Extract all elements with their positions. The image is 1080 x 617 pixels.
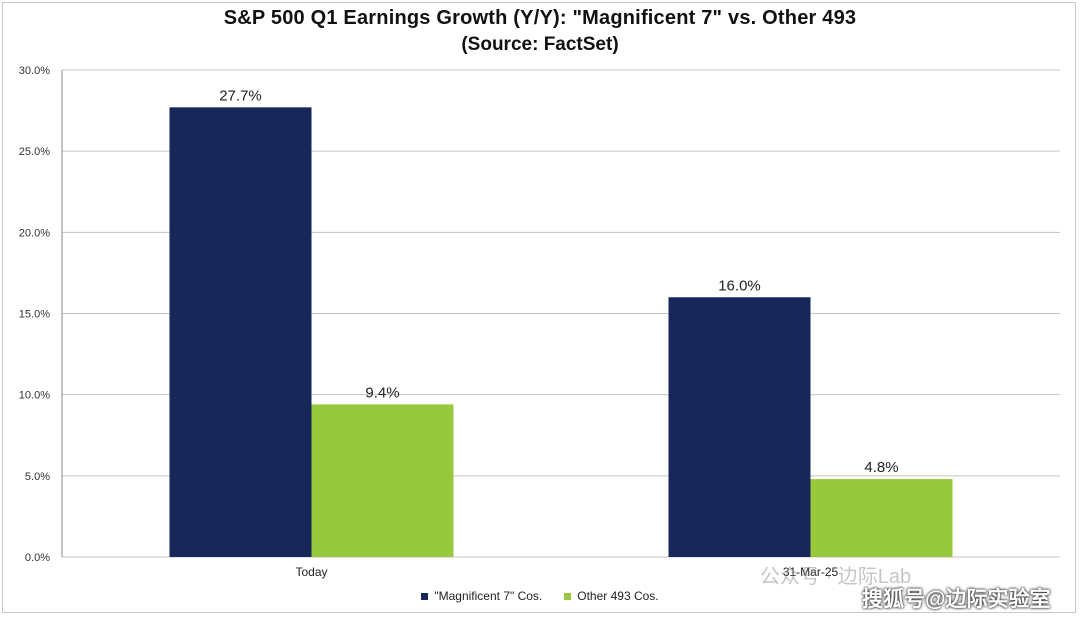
legend-item-other493: Other 493 Cos.: [564, 589, 659, 603]
y-tick-label: 20.0%: [19, 227, 50, 239]
data-label: 27.7%: [219, 87, 262, 104]
chart-subtitle: (Source: FactSet): [461, 34, 619, 55]
legend-swatch-mag7: [421, 592, 429, 600]
y-tick-label: 0.0%: [25, 552, 50, 564]
x-tick-label: Today: [295, 565, 327, 579]
chart-title: S&P 500 Q1 Earnings Growth (Y/Y): "Magni…: [223, 7, 857, 29]
legend-item-mag7: "Magnificent 7" Cos.: [421, 589, 542, 603]
y-tick-label: 30.0%: [19, 65, 50, 77]
bar: [668, 297, 811, 557]
y-tick-label: 15.0%: [19, 309, 50, 321]
y-tick-label: 10.0%: [19, 390, 50, 402]
bar: [169, 107, 312, 557]
y-tick-label: 25.0%: [19, 146, 50, 158]
bar: [311, 404, 454, 557]
bar: [810, 479, 953, 557]
data-label: 16.0%: [718, 277, 761, 294]
y-tick-label: 5.0%: [25, 471, 50, 483]
x-tick-label: 31-Mar-25: [783, 565, 839, 579]
legend: "Magnificent 7" Cos. Other 493 Cos.: [0, 589, 1080, 603]
data-label: 9.4%: [365, 384, 399, 401]
watermark: 公众号 · 边际Lab: [760, 566, 912, 588]
watermark-secondary: 搜狐号@边际实验室: [862, 588, 1051, 611]
data-label: 4.8%: [864, 459, 898, 476]
legend-swatch-other493: [564, 592, 572, 600]
legend-label-other493: Other 493 Cos.: [577, 589, 659, 603]
legend-label-mag7: "Magnificent 7" Cos.: [434, 589, 543, 603]
